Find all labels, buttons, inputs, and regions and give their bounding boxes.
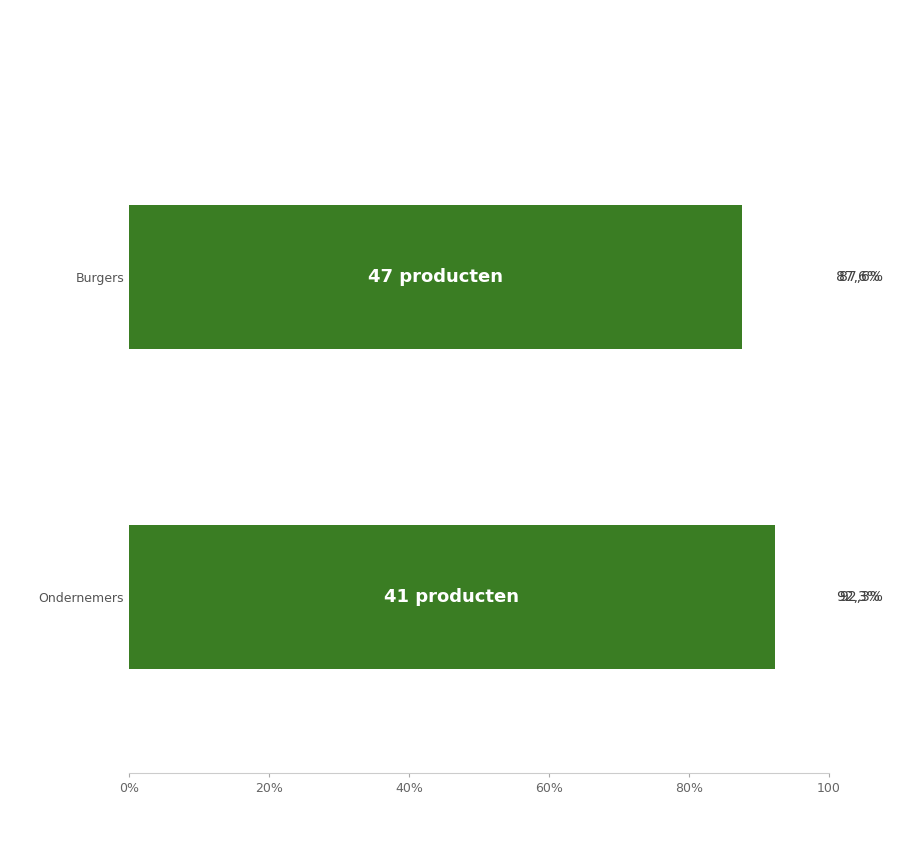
Text: 92,3%: 92,3% bbox=[836, 590, 880, 604]
Text: Digitale volwassenheid per doelgroep: Digitale volwassenheid per doelgroep bbox=[11, 8, 366, 25]
Text: 92,3%: 92,3% bbox=[839, 590, 883, 604]
Text: 87,6%: 87,6% bbox=[836, 271, 880, 284]
Text: 41 producten: 41 producten bbox=[384, 588, 519, 606]
Bar bbox=[129, 525, 775, 669]
Bar bbox=[129, 205, 742, 350]
Text: 47 producten: 47 producten bbox=[368, 268, 503, 286]
Text: 87,6%: 87,6% bbox=[839, 271, 883, 284]
